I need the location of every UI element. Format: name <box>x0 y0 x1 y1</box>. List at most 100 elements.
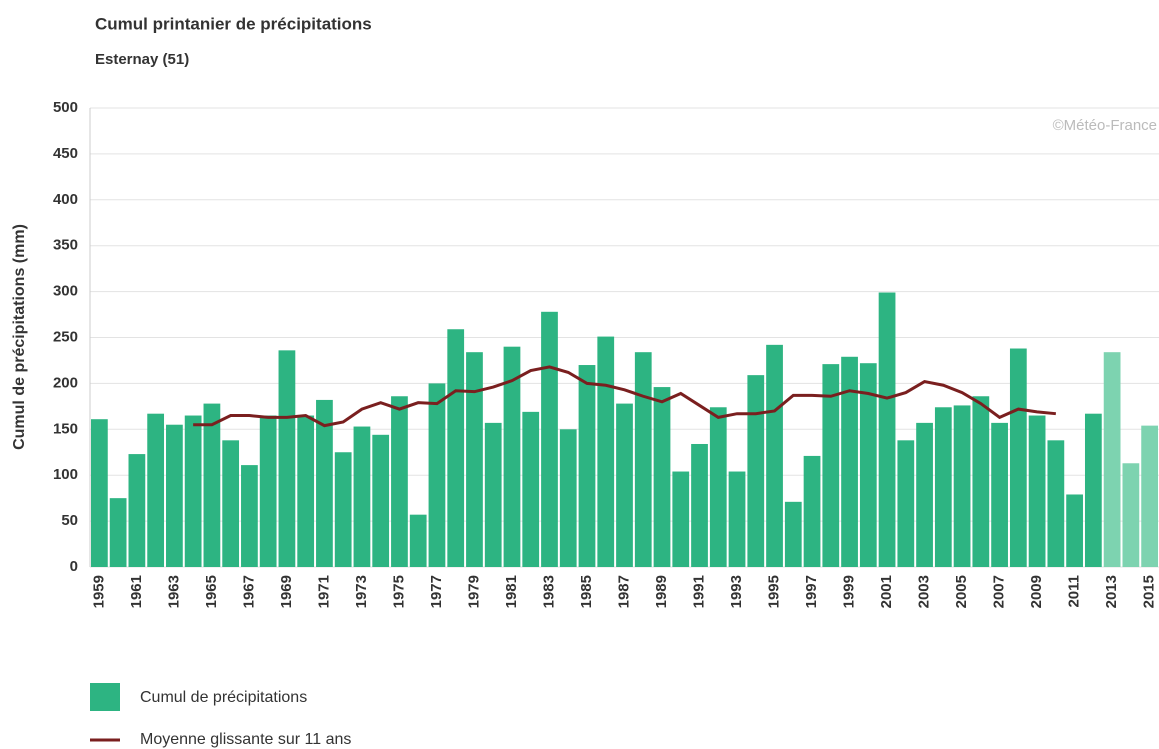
bar <box>597 336 615 567</box>
bar <box>1028 415 1046 567</box>
bar <box>241 465 258 567</box>
y-tick-label: 400 <box>53 191 78 208</box>
bar <box>784 501 802 567</box>
y-axis-label: Cumul de précipitations (mm) <box>11 224 28 450</box>
y-tick-label: 350 <box>53 237 78 254</box>
bar <box>803 455 821 567</box>
y-tick-label: 500 <box>53 99 78 116</box>
bar <box>259 415 277 567</box>
x-tick-label: 1959 <box>90 575 107 608</box>
bar <box>541 311 558 567</box>
bar <box>409 514 427 567</box>
x-tick-label: 1993 <box>728 575 745 608</box>
moving-average-line <box>193 365 1056 428</box>
bar <box>278 350 296 567</box>
bar <box>372 434 390 567</box>
x-tick-label: 1975 <box>390 575 407 608</box>
bar <box>822 364 840 567</box>
bar <box>184 415 202 567</box>
legend-label: Cumul de précipitations <box>140 689 307 706</box>
x-tick-label: 2011 <box>1066 575 1083 608</box>
bar <box>334 452 352 567</box>
bar <box>953 405 971 567</box>
y-tick-label: 50 <box>61 512 78 529</box>
bar <box>972 396 990 567</box>
bar <box>709 407 727 567</box>
bar <box>728 471 746 567</box>
x-tick-label: 1967 <box>240 575 257 608</box>
bar <box>841 356 858 567</box>
x-tick-label: 1997 <box>803 575 820 608</box>
y-tick-label: 100 <box>53 466 78 483</box>
x-tick-label: 1973 <box>353 575 370 608</box>
x-tick-label: 1963 <box>165 575 182 608</box>
bar <box>747 375 765 567</box>
x-tick-label: 1965 <box>203 575 220 608</box>
x-tick-label: 1987 <box>615 575 632 608</box>
chart-title: Cumul printanier de précipitations <box>95 14 372 33</box>
y-tick-label: 200 <box>53 374 78 391</box>
bar <box>316 399 333 567</box>
bar <box>634 352 652 567</box>
bar <box>222 440 240 567</box>
bar <box>447 329 465 567</box>
y-tick-label: 150 <box>53 420 78 437</box>
x-tick-label: 1977 <box>428 575 445 608</box>
bar <box>91 419 108 567</box>
x-tick-label: 2001 <box>878 575 895 608</box>
bar <box>691 443 708 567</box>
x-tick-label: 1983 <box>540 575 557 608</box>
bar <box>1103 352 1121 567</box>
x-tick-label: 1991 <box>690 575 707 608</box>
bar <box>1066 494 1083 567</box>
bar <box>484 422 502 567</box>
bar <box>428 383 446 567</box>
bar <box>1084 413 1102 567</box>
bar <box>672 471 690 567</box>
bar <box>128 454 146 567</box>
x-tick-label: 2015 <box>1141 575 1158 608</box>
bar <box>1122 463 1140 567</box>
bar <box>916 422 933 567</box>
y-tick-label: 450 <box>53 145 78 162</box>
bar <box>578 365 596 567</box>
x-tick-label: 1985 <box>578 575 595 608</box>
bar <box>616 403 633 567</box>
bar <box>991 422 1008 567</box>
x-tick-label: 1989 <box>653 575 670 608</box>
legend-label: Moyenne glissante sur 11 ans <box>140 731 351 748</box>
bar <box>1009 348 1027 567</box>
y-tick-label: 0 <box>70 558 78 575</box>
bar <box>466 352 483 567</box>
bar <box>109 498 127 567</box>
bar <box>353 426 371 567</box>
x-tick-label: 1979 <box>465 575 482 608</box>
x-tick-label: 2009 <box>1028 575 1045 608</box>
x-tick-label: 2007 <box>991 575 1008 608</box>
x-tick-label: 1999 <box>841 575 858 608</box>
bar <box>1141 425 1158 567</box>
bar <box>859 363 877 567</box>
x-tick-label: 2003 <box>916 575 933 608</box>
legend-swatch <box>90 683 120 711</box>
bar <box>503 346 521 567</box>
x-tick-label: 1961 <box>128 575 145 608</box>
bar <box>297 415 315 567</box>
bar <box>1047 440 1065 567</box>
chart-subtitle: Esternay (51) <box>95 51 189 68</box>
bar <box>391 396 408 567</box>
bar <box>559 429 577 567</box>
y-tick-label: 250 <box>53 328 78 345</box>
bar <box>766 344 783 567</box>
bar <box>166 424 183 567</box>
x-tick-label: 2013 <box>1103 575 1120 608</box>
x-tick-label: 1971 <box>315 575 332 608</box>
bar <box>878 292 896 567</box>
x-tick-label: 1981 <box>503 575 520 608</box>
watermark: ©Météo-France <box>1053 117 1157 134</box>
bar <box>653 387 671 567</box>
x-tick-label: 2005 <box>953 575 970 608</box>
bar <box>897 440 915 567</box>
bar <box>522 411 540 567</box>
